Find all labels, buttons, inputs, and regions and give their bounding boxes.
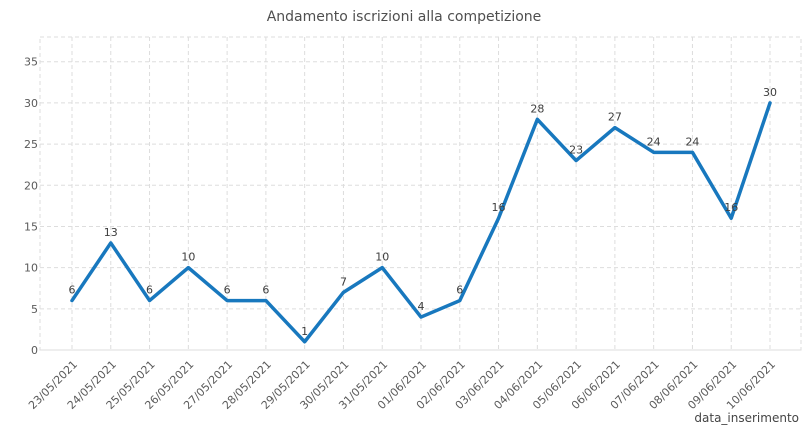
point-value-label: 16	[724, 201, 738, 214]
y-tick-label: 35	[24, 56, 38, 69]
gridlines	[39, 36, 802, 351]
point-value-label: 1	[301, 325, 308, 338]
y-tick-label: 15	[24, 220, 38, 233]
point-value-label: 7	[340, 275, 347, 288]
y-tick-label: 10	[24, 262, 38, 275]
point-value-label: 24	[685, 135, 699, 148]
y-tick-label: 0	[31, 344, 38, 357]
plot-border	[39, 36, 802, 351]
point-value-label: 4	[418, 300, 425, 313]
y-tick-label: 5	[31, 303, 38, 316]
point-value-label: 27	[608, 111, 622, 124]
point-value-label: 24	[647, 135, 661, 148]
y-tick-label: 25	[24, 138, 38, 151]
point-value-label: 6	[146, 284, 153, 297]
point-value-label: 10	[181, 251, 195, 264]
point-value-label: 28	[530, 102, 544, 115]
series-line	[70, 101, 772, 344]
point-value-label: 16	[492, 201, 506, 214]
y-tick-labels: 0 5 10 15 20 25 30 35	[24, 56, 38, 357]
x-tick-labels: 23/05/202124/05/202125/05/202126/05/2021…	[26, 358, 778, 412]
point-value-label: 6	[456, 284, 463, 297]
point-value-label: 30	[763, 86, 777, 99]
x-axis-label: data_inserimento	[694, 411, 799, 425]
point-value-label: 6	[224, 284, 231, 297]
point-value-label: 23	[569, 144, 583, 157]
point-value-label: 10	[375, 251, 389, 264]
point-value-labels: 6 13 6 10 6 6 1 7 10 4 6 16 28 23 27 24 24 16 30	[69, 86, 778, 338]
y-tick-label: 20	[24, 179, 38, 192]
chart-title: Andamento iscrizioni alla competizione	[267, 9, 542, 25]
y-tick-label: 30	[24, 97, 38, 110]
point-value-label: 6	[262, 284, 269, 297]
point-value-label: 13	[104, 226, 118, 239]
point-value-label: 6	[69, 284, 76, 297]
